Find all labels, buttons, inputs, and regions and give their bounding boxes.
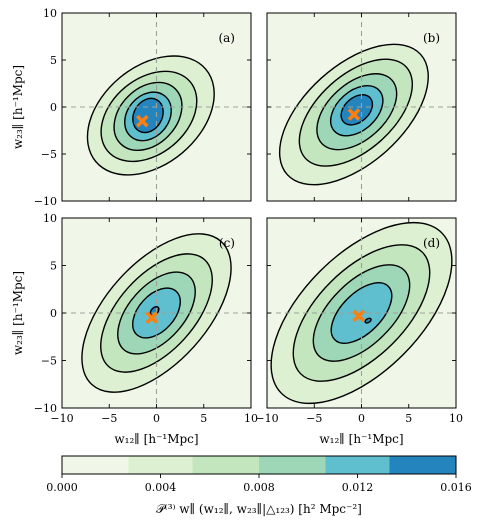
peak-marker	[145, 311, 159, 325]
contour-group	[86, 55, 215, 176]
colorbar-band	[325, 456, 390, 474]
x-tick-label: 5	[200, 412, 207, 425]
peak-marker	[136, 114, 149, 128]
y-tick-label: 5	[50, 260, 57, 273]
y-tick-label: 10	[43, 7, 57, 20]
panel-b: (b)	[266, 12, 457, 202]
colorbar: 0.000 0.004 0.008 0.012 0.016 𝒫⁽³⁾ w∥ (w₁₂∥, …	[46, 455, 472, 516]
y-axis-label: w₂₃∥ [h⁻¹Mpc]	[11, 271, 25, 355]
colorbar-band	[192, 456, 259, 474]
panel-label: (c)	[219, 236, 235, 250]
y-tick-label: 0	[50, 101, 57, 114]
colorbar-band	[259, 456, 326, 474]
colorbar-tick-label: 0.000	[46, 481, 78, 494]
y-tick-label: −5	[41, 355, 57, 368]
panel-label: (b)	[423, 31, 440, 45]
colorbar-band	[128, 456, 193, 474]
colorbar-tick-label: 0.016	[440, 481, 472, 494]
x-tick-label: −10	[255, 412, 278, 425]
panel-label: (a)	[218, 31, 235, 45]
panel-label: (d)	[423, 236, 440, 250]
x-tick-label: 10	[244, 412, 258, 425]
y-tick-label: −10	[34, 402, 57, 415]
colorbar-tick-label: 0.004	[145, 481, 177, 494]
y-axis-label: w₂₃∥ [h⁻¹Mpc]	[11, 65, 25, 149]
colorbar-band	[389, 456, 456, 474]
y-tick-label: 0	[50, 307, 57, 320]
contour-level-5	[364, 317, 372, 324]
x-tick-label: −5	[306, 412, 322, 425]
panel-c: (c) −10 −5 0 5 10 w₂₃∥ [h⁻¹Mpc] −10 −5 0 5 10 w₁₂∥ […	[11, 212, 258, 446]
x-tick-label: −10	[50, 412, 73, 425]
peak-marker	[352, 309, 365, 323]
x-tick-label: 5	[405, 412, 412, 425]
x-axis-label: w₁₂∥ [h⁻¹Mpc]	[114, 432, 198, 446]
y-tick-label: 5	[50, 54, 57, 67]
x-tick-label: 10	[449, 412, 463, 425]
x-tick-label: 0	[358, 412, 365, 425]
x-tick-label: 0	[153, 412, 160, 425]
colorbar-label: 𝒫⁽³⁾ w∥ (w₁₂∥, w₂₃∥|△₁₂₃) [h² Mpc⁻²]	[156, 502, 362, 516]
y-tick-label: −5	[41, 148, 57, 161]
panel-a: (a) −10 −5 0 5 10 w₂₃∥ [h⁻¹Mpc]	[11, 7, 252, 208]
colorbar-tick-label: 0.012	[342, 481, 374, 494]
colorbar-band	[62, 456, 129, 474]
peak-marker	[347, 108, 361, 121]
y-tick-label: −10	[34, 195, 57, 208]
x-tick-label: −5	[101, 412, 117, 425]
colorbar-tick-label: 0.008	[243, 481, 275, 494]
y-tick-label: 10	[43, 212, 57, 225]
panel-d: (d) −10 −5 0 5 10 w₁₂∥ [h⁻¹Mpc]	[255, 217, 463, 446]
x-axis-label: w₁₂∥ [h⁻¹Mpc]	[319, 432, 403, 446]
